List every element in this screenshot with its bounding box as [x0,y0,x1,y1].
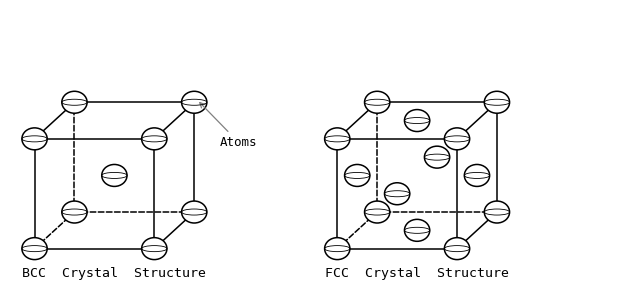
Ellipse shape [182,201,207,223]
Text: FCC  Crystal  Structure: FCC Crystal Structure [325,267,509,280]
Ellipse shape [325,128,350,150]
Ellipse shape [365,201,390,223]
Ellipse shape [22,128,47,150]
Ellipse shape [102,164,127,187]
Ellipse shape [444,128,469,150]
Ellipse shape [464,164,489,187]
Ellipse shape [484,91,509,113]
Ellipse shape [444,238,469,260]
Ellipse shape [484,201,509,223]
Ellipse shape [345,164,370,187]
Text: BCC  Crystal  Structure: BCC Crystal Structure [23,267,206,280]
Ellipse shape [142,128,167,150]
Ellipse shape [142,238,167,260]
Ellipse shape [62,91,87,113]
Ellipse shape [325,238,350,260]
Ellipse shape [182,91,207,113]
Ellipse shape [404,110,430,132]
Ellipse shape [62,201,87,223]
Ellipse shape [384,183,410,205]
Text: Atoms: Atoms [200,103,258,149]
Ellipse shape [365,91,390,113]
Ellipse shape [404,219,430,241]
Ellipse shape [424,146,450,168]
Ellipse shape [22,238,47,260]
